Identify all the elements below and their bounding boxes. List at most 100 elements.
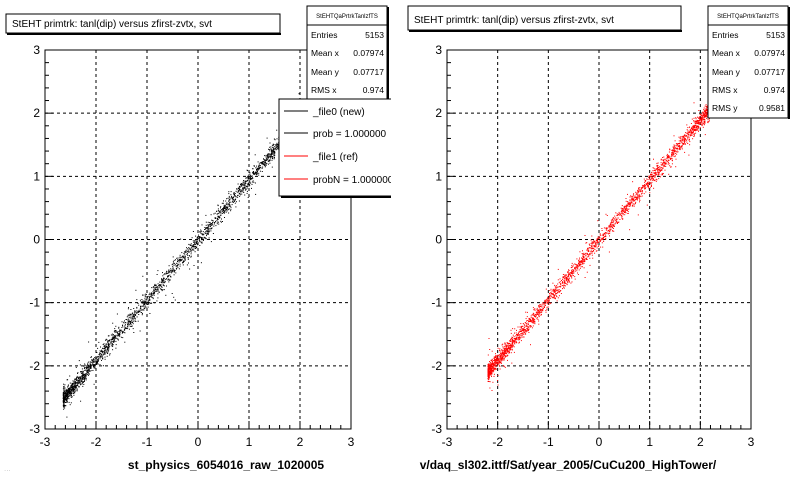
scatter-point (556, 293, 557, 295)
scatter-point (556, 300, 558, 302)
scatter-point (668, 173, 670, 175)
scatter-point (558, 286, 560, 288)
scatter-point (85, 366, 87, 368)
scatter-point (81, 371, 83, 372)
scatter-point (66, 393, 68, 395)
scatter-point (63, 396, 65, 398)
scatter-point (178, 268, 180, 270)
scatter-point (634, 195, 636, 197)
scatter-point (576, 270, 578, 272)
scatter-point (222, 208, 224, 209)
scatter-point (179, 263, 181, 265)
scatter-point (613, 224, 615, 226)
scatter-point (220, 209, 222, 211)
scatter-point (596, 247, 598, 249)
scatter-point (578, 262, 580, 264)
scatter-point (675, 151, 677, 153)
scatter-point (603, 237, 604, 238)
scatter-point (178, 261, 180, 263)
scatter-point (553, 290, 555, 292)
scatter-point (74, 389, 76, 390)
scatter-point (656, 179, 658, 181)
scatter-point (203, 236, 205, 238)
scatter-point (100, 346, 101, 348)
scatter-point (614, 220, 616, 222)
scatter-point (187, 250, 189, 252)
scatter-point (97, 356, 99, 358)
scatter-point (163, 285, 165, 287)
scatter-point (133, 308, 135, 309)
scatter-point (249, 175, 251, 176)
scatter-point (508, 350, 510, 352)
scatter-point (512, 328, 514, 330)
scatter-point (78, 381, 80, 383)
scatter-point (168, 278, 170, 280)
scatter-point (272, 149, 274, 151)
scatter-point (582, 259, 584, 261)
scatter-point (686, 124, 688, 126)
scatter-point (515, 335, 517, 337)
scatter-point (500, 359, 502, 361)
scatter-point (676, 146, 678, 148)
scatter-point (631, 205, 633, 207)
scatter-point (195, 240, 197, 242)
scatter-point (233, 200, 235, 202)
scatter-point (124, 328, 126, 330)
scatter-point (99, 355, 101, 357)
scatter-point (650, 175, 652, 177)
scatter-point (274, 152, 276, 154)
scatter-point (701, 118, 703, 120)
scatter-point (225, 211, 227, 213)
scatter-point (207, 230, 209, 232)
scatter-point (690, 131, 692, 133)
scatter-point (131, 317, 133, 319)
scatter-point (609, 235, 610, 237)
scatter-point (597, 246, 599, 247)
scatter-point (177, 263, 179, 265)
scatter-point (113, 340, 115, 342)
scatter-point (629, 202, 631, 204)
scatter-point (213, 222, 215, 223)
scatter-point (192, 248, 194, 250)
scatter-point (149, 292, 151, 294)
scatter-point (625, 212, 627, 214)
scatter-point (111, 343, 113, 345)
scatter-point (565, 282, 566, 284)
scatter-point (112, 340, 114, 342)
scatter-point (193, 249, 195, 251)
scatter-point (78, 377, 79, 379)
scatter-point (208, 224, 210, 226)
scatter-point (74, 390, 76, 392)
scatter-point (106, 346, 108, 348)
scatter-point (161, 281, 163, 283)
scatter-point (240, 185, 242, 187)
scatter-point (275, 147, 277, 149)
scatter-point (523, 323, 525, 325)
scatter-point (265, 156, 267, 158)
scatter-point (88, 341, 90, 343)
scatter-point (258, 164, 260, 166)
scatter-point (238, 189, 240, 191)
scatter-point (115, 336, 117, 338)
scatter-point (536, 313, 538, 315)
scatter-point (491, 373, 493, 375)
scatter-point (244, 180, 246, 182)
scatter-point (576, 268, 578, 270)
scatter-point (144, 306, 146, 308)
scatter-point (691, 118, 693, 120)
scatter-point (557, 283, 559, 285)
scatter-point (613, 225, 614, 227)
scatter-point (224, 205, 226, 207)
scatter-point (227, 206, 229, 208)
left-file-label: st_physics_6054016_raw_1020005 (128, 458, 324, 472)
scatter-point (158, 285, 160, 287)
scatter-point (81, 377, 83, 379)
scatter-point (144, 308, 146, 309)
scatter-point (71, 390, 73, 392)
scatter-point (93, 366, 94, 368)
scatter-point (162, 283, 164, 285)
scatter-point (582, 261, 584, 263)
scatter-point (202, 234, 204, 236)
scatter-point (579, 264, 580, 266)
scatter-point (270, 149, 272, 151)
